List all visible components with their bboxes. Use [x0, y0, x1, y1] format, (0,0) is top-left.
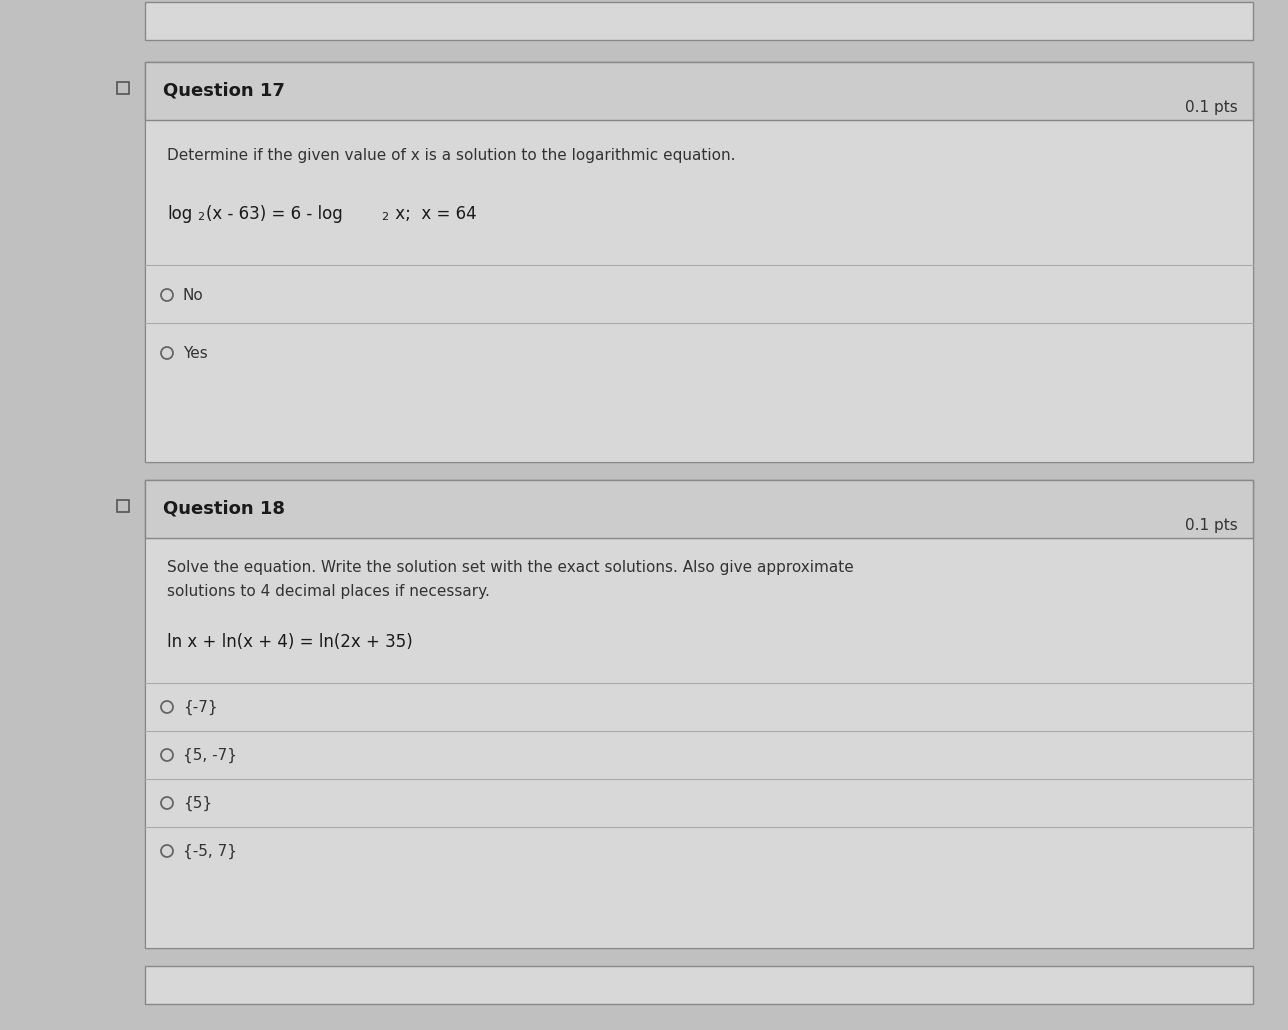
- Text: No: No: [183, 287, 204, 303]
- Text: Question 18: Question 18: [164, 500, 285, 518]
- Text: ln x + ln(x + 4) = ln(2x + 35): ln x + ln(x + 4) = ln(2x + 35): [167, 633, 412, 651]
- FancyBboxPatch shape: [146, 538, 1253, 948]
- Text: {-5, 7}: {-5, 7}: [183, 844, 237, 859]
- FancyBboxPatch shape: [146, 480, 1253, 948]
- Text: 0.1 pts: 0.1 pts: [1185, 518, 1238, 533]
- Text: 0.1 pts: 0.1 pts: [1185, 100, 1238, 114]
- Text: {5, -7}: {5, -7}: [183, 748, 237, 762]
- Text: {5}: {5}: [183, 795, 213, 811]
- Text: Determine if the given value of x is a solution to the logarithmic equation.: Determine if the given value of x is a s…: [167, 148, 735, 163]
- FancyBboxPatch shape: [146, 966, 1253, 1004]
- FancyBboxPatch shape: [146, 121, 1253, 462]
- Text: solutions to 4 decimal places if necessary.: solutions to 4 decimal places if necessa…: [167, 584, 489, 599]
- Text: log: log: [167, 205, 192, 224]
- FancyBboxPatch shape: [146, 62, 1253, 121]
- Text: x;  x = 64: x; x = 64: [390, 205, 477, 224]
- Text: Solve the equation. Write the solution set with the exact solutions. Also give a: Solve the equation. Write the solution s…: [167, 560, 854, 575]
- Text: Question 17: Question 17: [164, 82, 285, 100]
- Text: (x - 63) = 6 - log: (x - 63) = 6 - log: [206, 205, 343, 224]
- FancyBboxPatch shape: [146, 480, 1253, 538]
- FancyBboxPatch shape: [146, 2, 1253, 40]
- Text: 2: 2: [381, 212, 388, 222]
- Text: 2: 2: [197, 212, 204, 222]
- FancyBboxPatch shape: [146, 62, 1253, 462]
- Text: {-7}: {-7}: [183, 699, 218, 715]
- Text: Yes: Yes: [183, 345, 207, 360]
